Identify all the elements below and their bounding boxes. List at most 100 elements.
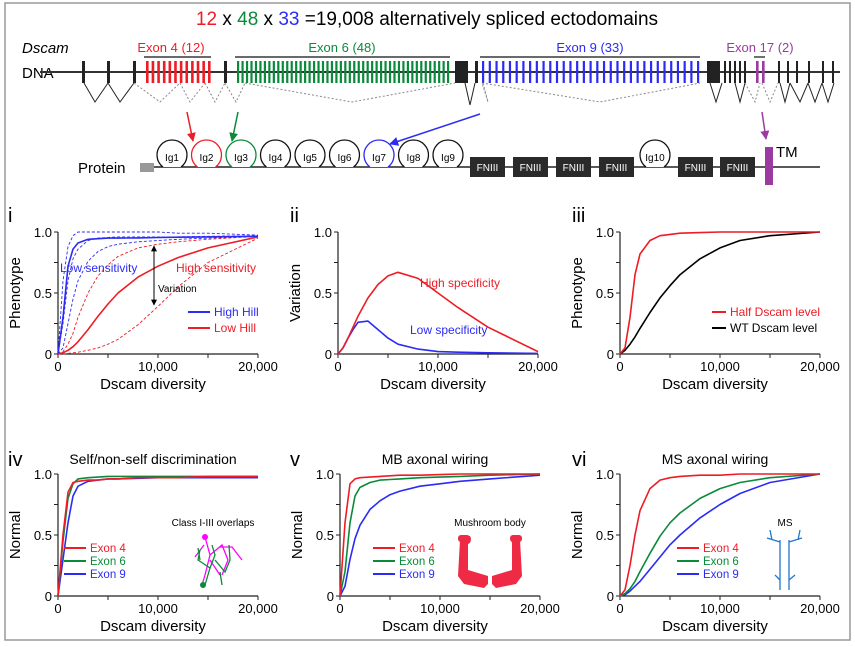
exon-bar bbox=[326, 61, 329, 83]
exon-bar bbox=[420, 61, 423, 83]
exon-bar bbox=[353, 61, 356, 83]
exon-bar bbox=[162, 61, 166, 83]
exon-bar bbox=[393, 61, 396, 83]
y-tick-label: 0.5 bbox=[314, 286, 332, 301]
exon-bar bbox=[724, 61, 726, 83]
ig-domain-label: Ig2 bbox=[200, 153, 214, 164]
exon-bar bbox=[241, 61, 244, 83]
exon-bar bbox=[321, 61, 325, 83]
exon-bar bbox=[295, 61, 298, 83]
exon-bar bbox=[502, 61, 505, 83]
exon-bar bbox=[787, 61, 789, 83]
exon-bar bbox=[656, 61, 659, 83]
alt-splice-junction bbox=[481, 82, 489, 103]
exon-bar bbox=[832, 61, 834, 83]
annotation-high-specificity: High specificity bbox=[420, 276, 500, 290]
x-tick-label: 0 bbox=[54, 359, 61, 374]
series-line-exon-6 bbox=[619, 473, 821, 597]
exon-bar bbox=[515, 61, 518, 83]
exon-bar bbox=[415, 61, 418, 83]
exon-bar bbox=[379, 61, 383, 83]
calyx bbox=[510, 535, 522, 542]
x-tick-label: 20,000 bbox=[238, 601, 278, 616]
exon-bar bbox=[268, 61, 271, 83]
figure-title: 12 x 48 x 33 =19,008 alternatively splic… bbox=[196, 9, 658, 30]
exon-bar bbox=[250, 61, 253, 83]
class-iii-dendrite bbox=[197, 544, 231, 586]
series-line-dashed-6 bbox=[58, 237, 259, 355]
x-axis-label: Dscam diversity bbox=[662, 618, 768, 635]
x-tick-label: 10,000 bbox=[700, 359, 740, 374]
exon-bar bbox=[549, 61, 552, 83]
legend-label: WT Dscam level bbox=[730, 321, 817, 335]
ig-domain-loop bbox=[190, 139, 223, 168]
y-tick-label: 0 bbox=[327, 589, 334, 604]
fniii-label: FNIII bbox=[685, 163, 707, 174]
exon-bar bbox=[208, 61, 211, 83]
calyx bbox=[458, 535, 470, 542]
fniii-domain bbox=[470, 157, 505, 177]
exon-bar bbox=[438, 61, 441, 83]
exon-bar bbox=[796, 61, 798, 83]
series-line-exon-9 bbox=[339, 474, 541, 597]
exon-bar bbox=[602, 61, 606, 83]
fniii-label: FNIII bbox=[477, 163, 499, 174]
exon-bar bbox=[344, 61, 347, 83]
ig-domain-label: Ig9 bbox=[441, 153, 455, 164]
exon-bar bbox=[535, 61, 538, 83]
exon-bar bbox=[179, 61, 183, 83]
alt-splice-junction bbox=[179, 82, 206, 103]
exon-bar bbox=[191, 61, 194, 83]
exon-bar bbox=[245, 61, 249, 83]
x-tick-label: 0 bbox=[54, 601, 61, 616]
series-line-dashed-5 bbox=[57, 235, 259, 355]
fniii-domain bbox=[678, 157, 713, 177]
y-axis-label: Phenotype bbox=[569, 257, 586, 329]
x-tick-label: 20,000 bbox=[238, 359, 278, 374]
exon-bar bbox=[348, 61, 351, 83]
exon-bar bbox=[330, 61, 334, 83]
legend-label: Exon 9 bbox=[399, 569, 435, 581]
y-tick-label: 0.5 bbox=[596, 286, 614, 301]
x-tick-label: 10,000 bbox=[420, 601, 460, 616]
series-line-half-dscam-level bbox=[619, 231, 820, 355]
inset-label-class-overlaps: Class I-III overlaps bbox=[172, 518, 255, 529]
exon-bar bbox=[729, 61, 731, 83]
exon-bar bbox=[82, 61, 85, 83]
chart-title: Self/non-self discrimination bbox=[69, 451, 236, 467]
exon-bar bbox=[339, 61, 342, 83]
chart-panel-iv: iv Self/non-self discrimination 0 10,000 20,… bbox=[7, 449, 278, 635]
figure-border bbox=[4, 2, 851, 641]
alt-splice-junction bbox=[204, 82, 226, 104]
exon-bar bbox=[649, 61, 653, 83]
soma bbox=[200, 582, 206, 588]
legend-label: Exon 6 bbox=[90, 556, 126, 568]
x-tick-label: 20,000 bbox=[520, 601, 560, 616]
y-tick-label: 0.5 bbox=[34, 286, 52, 301]
legend-label: Exon 9 bbox=[703, 569, 739, 581]
exon-bar bbox=[636, 61, 639, 83]
alt-splice-junction bbox=[224, 82, 246, 104]
y-tick-label: 1.0 bbox=[34, 467, 52, 482]
panel-label: iv bbox=[8, 449, 22, 471]
exon-bar bbox=[174, 61, 177, 83]
mushroom-body-left-lobe bbox=[458, 536, 488, 588]
exon-bar bbox=[495, 61, 498, 83]
exon-bar bbox=[744, 61, 746, 83]
inset-label-mushroom-body: Mushroom body bbox=[454, 518, 526, 529]
annotation-high-sensitivity: High sensitivity bbox=[176, 261, 256, 275]
exon-bar bbox=[259, 61, 262, 83]
exon-to-domain-arrow bbox=[760, 111, 770, 140]
exon-bar bbox=[429, 61, 432, 83]
y-tick-label: 0 bbox=[45, 589, 52, 604]
alt-splice-junction bbox=[244, 82, 456, 103]
y-axis-label: Variation bbox=[287, 264, 304, 322]
alt-splice-junction bbox=[761, 82, 779, 104]
ig-domain-loop bbox=[397, 139, 430, 168]
ig-domain-loop bbox=[225, 139, 257, 168]
exon-bar bbox=[424, 61, 427, 83]
panel-label: iii bbox=[572, 205, 585, 227]
y-tick-label: 0.5 bbox=[596, 528, 614, 543]
splice-junction bbox=[779, 82, 791, 104]
exon-bar bbox=[762, 61, 765, 83]
